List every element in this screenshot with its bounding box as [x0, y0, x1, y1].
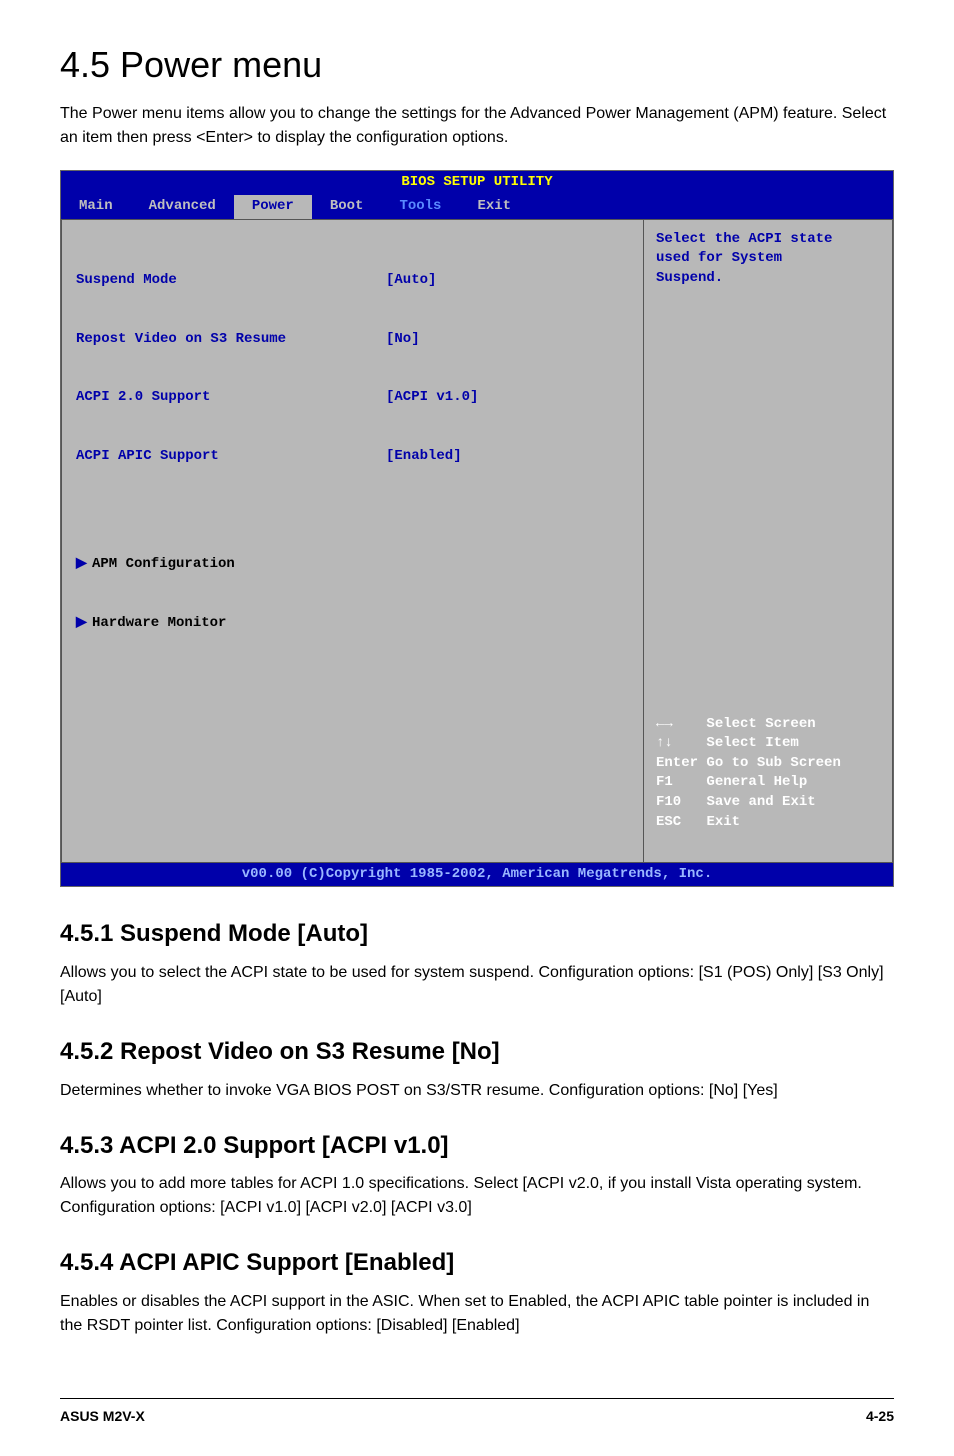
tab-advanced: Advanced	[131, 195, 234, 219]
section-heading: 4.5.1 Suspend Mode [Auto]	[60, 917, 894, 951]
tab-tools: Tools	[381, 195, 459, 219]
setting-value: [ACPI v1.0]	[386, 388, 478, 408]
setting-label: Repost Video on S3 Resume	[76, 330, 386, 350]
key-desc: Save and Exit	[706, 794, 815, 810]
key-desc: Go to Sub Screen	[706, 755, 840, 771]
submenu-item: APM Configuration	[92, 555, 235, 575]
setting-value: [Enabled]	[386, 447, 462, 467]
section-heading: 4.5.2 Repost Video on S3 Resume [No]	[60, 1035, 894, 1069]
bios-help-panel: Select the ACPI state used for System Su…	[643, 219, 893, 863]
intro-text: The Power menu items allow you to change…	[60, 102, 894, 150]
setting-label: ACPI APIC Support	[76, 447, 386, 467]
key: Enter	[656, 755, 698, 771]
section-body: Determines whether to invoke VGA BIOS PO…	[60, 1079, 894, 1103]
bios-copyright: v00.00 (C)Copyright 1985-2002, American …	[61, 863, 893, 887]
key: F10	[656, 794, 681, 810]
page-title: 4.5 Power menu	[60, 40, 894, 90]
tab-exit: Exit	[459, 195, 529, 219]
section-body: Enables or disables the ACPI support in …	[60, 1290, 894, 1338]
bios-title: BIOS SETUP UTILITY	[61, 171, 893, 195]
setting-value: [Auto]	[386, 271, 436, 291]
tab-power: Power	[234, 195, 312, 219]
setting-label: Suspend Mode	[76, 271, 386, 291]
tab-main: Main	[61, 195, 131, 219]
key-desc: Exit	[706, 814, 740, 830]
page-footer: ASUS M2V-X 4-25	[60, 1398, 894, 1427]
bios-settings-panel: Suspend Mode[Auto] Repost Video on S3 Re…	[61, 219, 643, 863]
section-heading: 4.5.3 ACPI 2.0 Support [ACPI v1.0]	[60, 1129, 894, 1163]
submenu-arrow-icon: ▶	[76, 555, 92, 575]
setting-label: ACPI 2.0 Support	[76, 388, 386, 408]
section-body: Allows you to add more tables for ACPI 1…	[60, 1172, 894, 1220]
tab-boot: Boot	[312, 195, 382, 219]
section-heading: 4.5.4 ACPI APIC Support [Enabled]	[60, 1246, 894, 1280]
key: F1	[656, 774, 673, 790]
setting-value: [No]	[386, 330, 420, 350]
help-text: Select the ACPI state used for System Su…	[656, 230, 880, 289]
key: ↑↓	[656, 735, 673, 751]
key: ESC	[656, 814, 681, 830]
key-desc: Select Screen	[706, 716, 815, 732]
key: ←→	[656, 716, 673, 732]
submenu-arrow-icon: ▶	[76, 614, 92, 634]
bios-screenshot: BIOS SETUP UTILITY Main Advanced Power B…	[60, 170, 894, 887]
key-desc: Select Item	[706, 735, 798, 751]
key-legend: ←→ Select Screen ↑↓ Select Item Enter Go…	[656, 695, 880, 852]
footer-left: ASUS M2V-X	[60, 1407, 145, 1427]
section-body: Allows you to select the ACPI state to b…	[60, 961, 894, 1009]
key-desc: General Help	[706, 774, 807, 790]
bios-tabs: Main Advanced Power Boot Tools Exit	[61, 195, 893, 219]
submenu-item: Hardware Monitor	[92, 614, 226, 634]
footer-right: 4-25	[866, 1407, 894, 1427]
